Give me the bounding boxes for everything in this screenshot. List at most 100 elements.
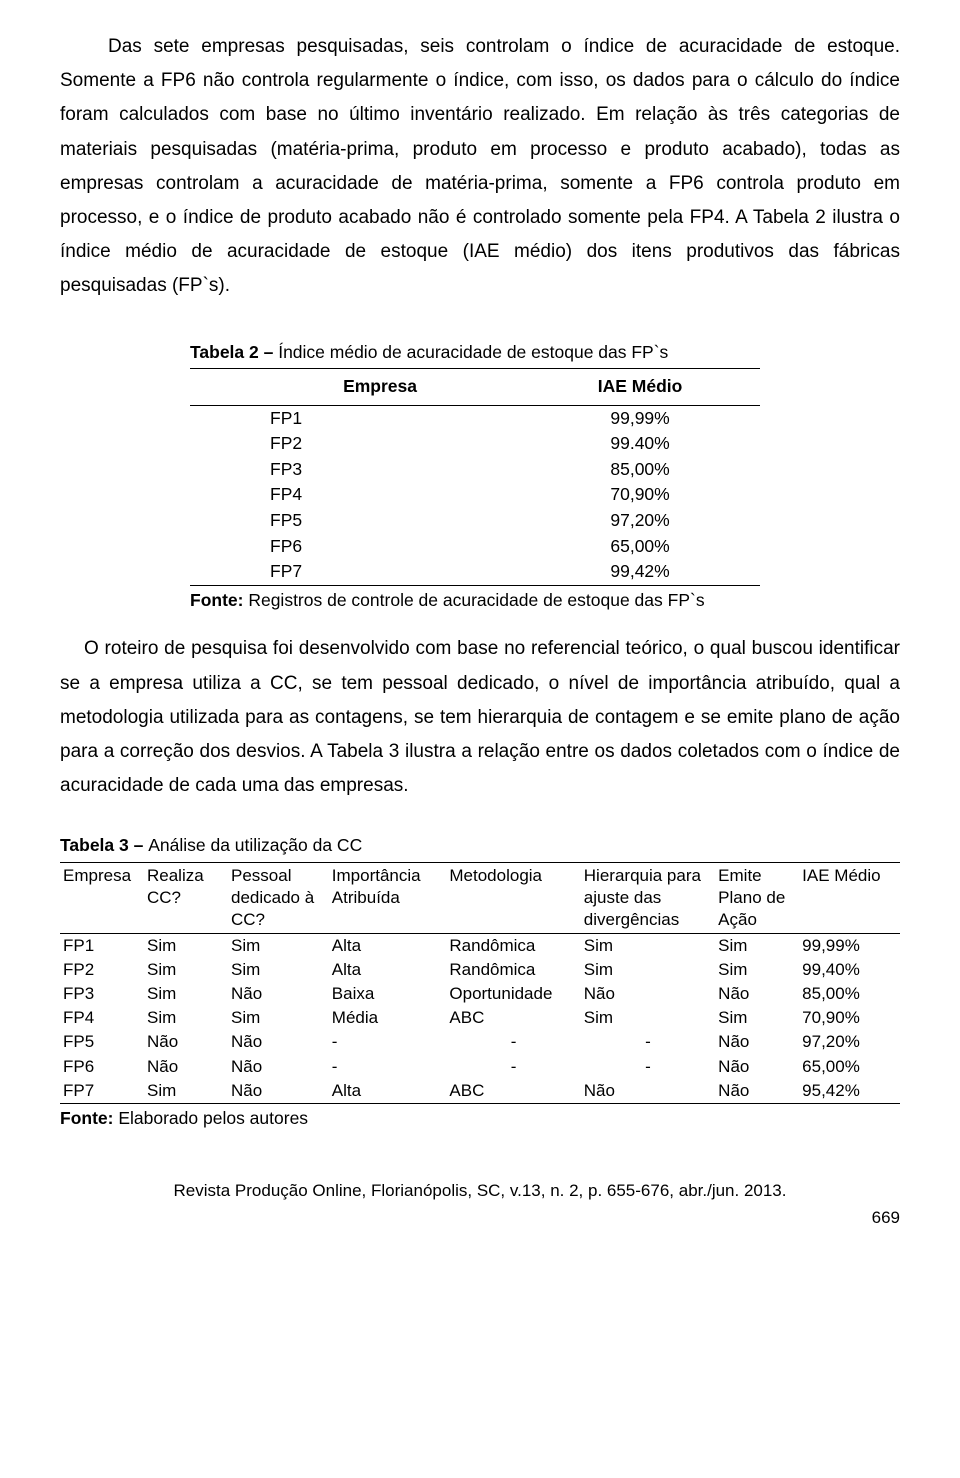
- table-3-source: Fonte: Elaborado pelos autores: [60, 1106, 900, 1131]
- table-cell: Não: [581, 1079, 715, 1104]
- table-cell: FP2: [60, 958, 144, 982]
- table-cell: FP6: [190, 534, 520, 560]
- table-cell: -: [581, 1030, 715, 1054]
- table-cell: 99.40%: [520, 431, 760, 457]
- table-cell: FP1: [60, 934, 144, 959]
- table-row: FP3 Sim Não Baixa Oportunidade Não Não 8…: [60, 982, 900, 1006]
- table-2-source: Fonte: Registros de controle de acuracid…: [190, 588, 760, 613]
- table-2-caption-rest: Índice médio de acuracidade de estoque d…: [278, 342, 668, 362]
- table-cell: FP4: [60, 1006, 144, 1030]
- table-cell: Alta: [329, 934, 447, 959]
- table-row: FP1 Sim Sim Alta Randômica Sim Sim 99,99…: [60, 934, 900, 959]
- table-cell: 99,99%: [520, 405, 760, 431]
- table-cell: Randômica: [446, 934, 580, 959]
- table-cell: Não: [144, 1055, 228, 1079]
- table-cell: FP5: [190, 508, 520, 534]
- table-3: Empresa Realiza CC? Pessoal dedicado à C…: [60, 862, 900, 1104]
- table-cell: FP4: [190, 482, 520, 508]
- table-cell: Sim: [715, 1006, 799, 1030]
- table-3-header: Hierarquia para ajuste das divergências: [581, 862, 715, 933]
- table-row: FP2 Sim Sim Alta Randômica Sim Sim 99,40…: [60, 958, 900, 982]
- table-row: FP385,00%: [190, 457, 760, 483]
- table-cell: Não: [715, 1055, 799, 1079]
- table-3-header: Metodologia: [446, 862, 580, 933]
- table-cell: Não: [581, 982, 715, 1006]
- footer-citation: Revista Produção Online, Florianópolis, …: [60, 1180, 900, 1203]
- table-3-header: Importância Atribuída: [329, 862, 447, 933]
- table-cell: -: [446, 1055, 580, 1079]
- body-paragraph-2: O roteiro de pesquisa foi desenvolvido c…: [60, 632, 900, 803]
- table-row: FP299.40%: [190, 431, 760, 457]
- table-cell: 85,00%: [520, 457, 760, 483]
- table-2-source-bold: Fonte:: [190, 590, 243, 610]
- table-cell: 65,00%: [520, 534, 760, 560]
- table-cell: Não: [715, 1030, 799, 1054]
- table-2-container: Tabela 2 – Índice médio de acuracidade d…: [190, 340, 760, 613]
- table-cell: -: [329, 1055, 447, 1079]
- table-cell: ABC: [446, 1006, 580, 1030]
- table-row: FP5 Não Não - - - Não 97,20%: [60, 1030, 900, 1054]
- table-2-header-empresa: Empresa: [190, 369, 520, 406]
- table-cell: FP3: [190, 457, 520, 483]
- body-paragraph-1: Das sete empresas pesquisadas, seis cont…: [60, 30, 900, 304]
- table-cell: Baixa: [329, 982, 447, 1006]
- table-3-header: Realiza CC?: [144, 862, 228, 933]
- table-3-header: IAE Médio: [799, 862, 900, 933]
- table-3-header: Empresa: [60, 862, 144, 933]
- table-cell: Não: [228, 1030, 329, 1054]
- page-number: 669: [60, 1203, 900, 1234]
- table-cell: Sim: [228, 934, 329, 959]
- table-cell: Oportunidade: [446, 982, 580, 1006]
- table-cell: 85,00%: [799, 982, 900, 1006]
- table-cell: Sim: [144, 934, 228, 959]
- table-cell: Sim: [228, 958, 329, 982]
- table-cell: 99,42%: [520, 559, 760, 585]
- table-cell: Sim: [144, 982, 228, 1006]
- table-cell: -: [581, 1055, 715, 1079]
- table-cell: Sim: [581, 958, 715, 982]
- table-row: FP6 Não Não - - - Não 65,00%: [60, 1055, 900, 1079]
- table-row: FP4 Sim Sim Média ABC Sim Sim 70,90%: [60, 1006, 900, 1030]
- table-cell: ABC: [446, 1079, 580, 1104]
- table-2-caption-bold: Tabela 2 –: [190, 342, 278, 362]
- table-cell: Não: [715, 982, 799, 1006]
- table-cell: Sim: [228, 1006, 329, 1030]
- table-cell: Sim: [715, 934, 799, 959]
- table-cell: Alta: [329, 958, 447, 982]
- table-cell: 99,40%: [799, 958, 900, 982]
- table-3-header: Pessoal dedicado à CC?: [228, 862, 329, 933]
- table-cell: Randômica: [446, 958, 580, 982]
- table-cell: Sim: [144, 1079, 228, 1104]
- table-cell: -: [446, 1030, 580, 1054]
- table-cell: Alta: [329, 1079, 447, 1104]
- table-2-header-iae: IAE Médio: [520, 369, 760, 406]
- table-cell: Não: [715, 1079, 799, 1104]
- table-cell: Sim: [144, 1006, 228, 1030]
- table-row: FP470,90%: [190, 482, 760, 508]
- table-cell: Sim: [144, 958, 228, 982]
- table-3-header: Emite Plano de Ação: [715, 862, 799, 933]
- table-cell: 99,99%: [799, 934, 900, 959]
- table-cell: Não: [228, 1079, 329, 1104]
- table-cell: Sim: [581, 1006, 715, 1030]
- table-3-caption-bold: Tabela 3 –: [60, 835, 148, 855]
- table-cell: 65,00%: [799, 1055, 900, 1079]
- table-row: FP199,99%: [190, 405, 760, 431]
- table-cell: Média: [329, 1006, 447, 1030]
- table-3-caption: Tabela 3 – Análise da utilização da CC: [60, 833, 900, 858]
- table-cell: FP7: [60, 1079, 144, 1104]
- table-cell: Não: [228, 982, 329, 1006]
- table-cell: FP5: [60, 1030, 144, 1054]
- table-cell: 97,20%: [799, 1030, 900, 1054]
- table-cell: FP2: [190, 431, 520, 457]
- table-cell: Sim: [715, 958, 799, 982]
- table-cell: FP7: [190, 559, 520, 585]
- table-cell: 70,90%: [520, 482, 760, 508]
- table-3-source-bold: Fonte:: [60, 1108, 113, 1128]
- table-cell: 70,90%: [799, 1006, 900, 1030]
- table-cell: Não: [228, 1055, 329, 1079]
- table-3-source-rest: Elaborado pelos autores: [113, 1108, 308, 1128]
- table-cell: FP3: [60, 982, 144, 1006]
- table-cell: -: [329, 1030, 447, 1054]
- table-2: Empresa IAE Médio FP199,99% FP299.40% FP…: [190, 368, 760, 586]
